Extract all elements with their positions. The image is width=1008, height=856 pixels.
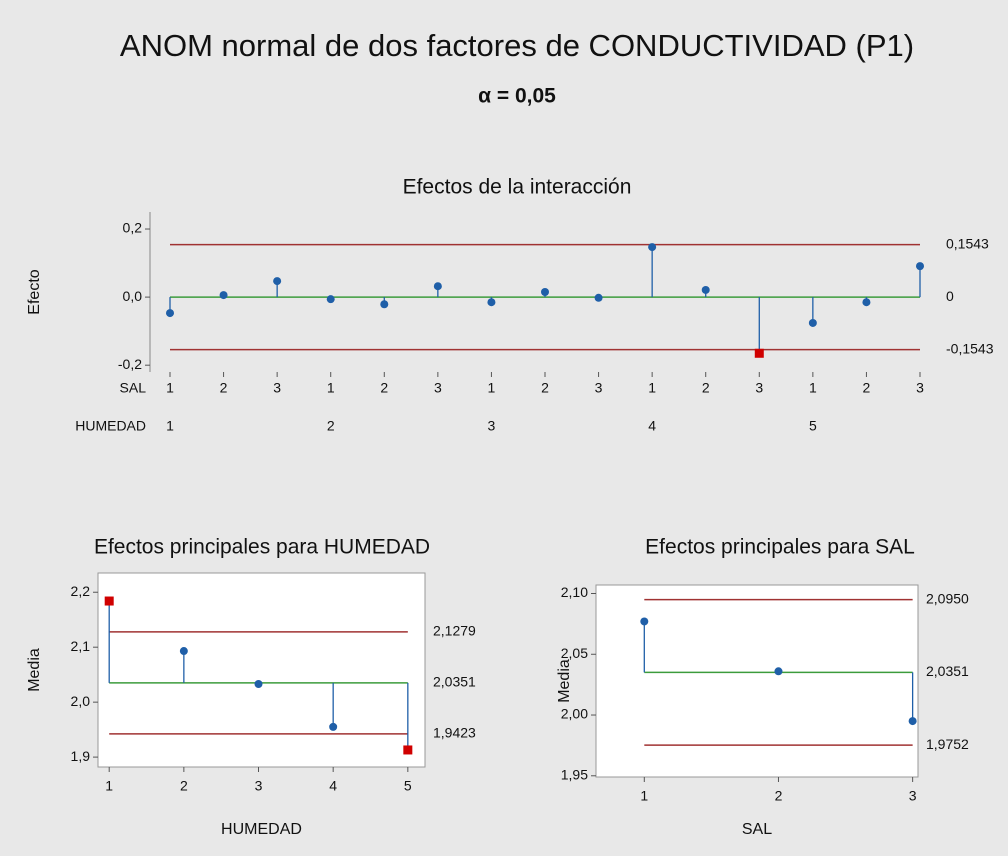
page-subtitle: α = 0,05	[478, 85, 556, 108]
point	[701, 285, 710, 294]
x-row-value: 3	[273, 380, 281, 396]
y-tick-label: 0,0	[123, 288, 143, 304]
point	[648, 243, 657, 252]
y-tick-label: 1,9	[71, 748, 91, 764]
chart-title: Efectos principales para HUMEDAD	[94, 536, 430, 559]
x-row-value: 1	[166, 418, 174, 434]
point	[594, 293, 603, 302]
x-row-value: 2	[380, 380, 388, 396]
x-row-value: 4	[648, 418, 656, 434]
y-tick-label: 2,0	[71, 693, 91, 709]
x-row-value: 2	[220, 380, 228, 396]
point-flagged	[403, 745, 413, 755]
x-row-value: 1	[648, 380, 656, 396]
plot-area	[97, 572, 426, 768]
point	[433, 282, 442, 291]
point	[487, 298, 496, 307]
point	[380, 300, 389, 309]
y-tick-label: 2,1	[71, 638, 91, 654]
limit-label: 2,1279	[433, 623, 476, 639]
y-tick-label: 2,05	[561, 645, 588, 661]
point	[179, 647, 188, 656]
point-flagged	[104, 596, 114, 606]
y-tick-label: -0,2	[118, 356, 142, 372]
point	[908, 717, 917, 726]
y-tick-label: 2,00	[561, 706, 588, 722]
limit-label: 1,9423	[433, 725, 476, 741]
x-row-value: 1	[327, 380, 335, 396]
page-title: ANOM normal de dos factores de CONDUCTIV…	[120, 28, 914, 63]
x-tick-label: 2	[180, 778, 188, 794]
y-axis-label: Media	[556, 659, 573, 703]
x-tick-label: 3	[909, 788, 917, 804]
point-flagged	[754, 348, 764, 358]
x-row-label: HUMEDAD	[75, 418, 146, 434]
plot-area	[595, 584, 919, 778]
x-row-value: 3	[755, 380, 763, 396]
x-row-value: 3	[488, 418, 496, 434]
point	[273, 277, 282, 286]
x-row-value: 3	[916, 380, 924, 396]
limit-label: -0,1543	[946, 340, 994, 356]
y-tick-label: 1,95	[561, 766, 588, 782]
x-row-value: 1	[166, 380, 174, 396]
x-tick-label: 5	[404, 778, 412, 794]
point	[774, 667, 783, 676]
y-tick-label: 2,2	[71, 583, 91, 599]
limit-label: 0,1543	[946, 235, 989, 251]
x-tick-label: 1	[640, 788, 648, 804]
point	[916, 262, 924, 271]
chart-title: Efectos de la interacción	[403, 176, 632, 199]
point	[166, 309, 174, 318]
x-tick-label: 4	[329, 778, 337, 794]
point	[219, 291, 228, 300]
x-row-value: 2	[863, 380, 871, 396]
limit-label: 2,0351	[433, 674, 476, 690]
chart-title: Efectos principales para SAL	[645, 536, 915, 559]
point	[326, 295, 335, 304]
point	[329, 722, 338, 731]
point	[541, 288, 549, 296]
x-row-value: 2	[541, 380, 549, 396]
point	[254, 680, 263, 689]
limit-label: 2,0351	[926, 663, 969, 679]
point	[862, 298, 871, 307]
y-tick-label: 0,2	[123, 220, 143, 236]
limit-label: 2,0950	[926, 590, 969, 606]
x-row-label: SAL	[120, 380, 147, 396]
y-tick-label: 2,10	[561, 584, 588, 600]
x-axis-label: SAL	[742, 821, 772, 838]
x-row-value: 3	[595, 380, 603, 396]
x-row-value: 3	[434, 380, 442, 396]
x-row-value: 1	[809, 380, 817, 396]
x-tick-label: 2	[775, 788, 783, 804]
x-axis-label: HUMEDAD	[221, 821, 302, 838]
point	[640, 617, 649, 626]
x-row-value: 2	[327, 418, 335, 434]
point	[808, 318, 817, 327]
limit-label: 0	[946, 288, 954, 304]
x-row-value: 2	[702, 380, 710, 396]
x-tick-label: 1	[105, 778, 113, 794]
y-axis-label: Media	[26, 648, 43, 692]
x-tick-label: 3	[255, 778, 263, 794]
x-row-value: 1	[488, 380, 496, 396]
x-row-value: 5	[809, 418, 817, 434]
y-axis-label: Efecto	[26, 269, 43, 314]
limit-label: 1,9752	[926, 736, 969, 752]
